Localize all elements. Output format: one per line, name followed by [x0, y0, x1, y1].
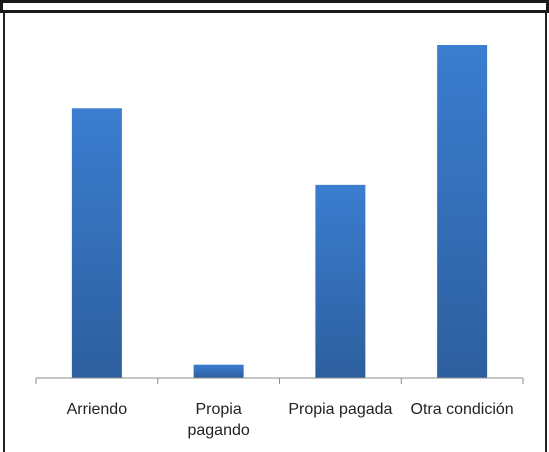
bar-arriendo: [71, 108, 122, 379]
bar-propia-pagada: [315, 184, 366, 378]
window-top-border: [0, 0, 549, 13]
x-tick-label: Propia pagada: [288, 401, 392, 418]
frame-left-border: [3, 13, 5, 452]
bar-propia-pagando: [193, 364, 244, 378]
x-axis: [35, 377, 524, 384]
frame-right-border: [545, 13, 547, 452]
window-top-strip: [3, 3, 546, 12]
bars-group: [71, 45, 488, 379]
x-tick-label: Arriendo: [67, 401, 128, 418]
x-tick-label: Otra condición: [411, 401, 514, 418]
bar-otra-condici-n: [437, 45, 488, 378]
x-tick-labels: Arriendo Propia pagando Propia pagada Otra c…: [67, 401, 514, 439]
x-tick-label: Propia pagando: [187, 401, 249, 439]
